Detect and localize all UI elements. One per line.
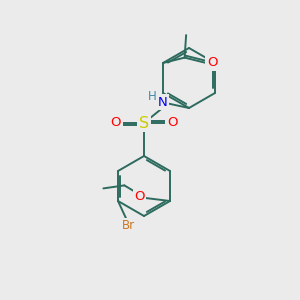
Text: N: N <box>158 96 167 109</box>
Text: S: S <box>139 116 149 130</box>
Text: Br: Br <box>122 219 135 232</box>
Text: O: O <box>110 116 121 130</box>
Text: O: O <box>207 56 217 70</box>
Text: H: H <box>148 90 157 103</box>
Text: O: O <box>167 116 178 130</box>
Text: O: O <box>134 190 145 203</box>
